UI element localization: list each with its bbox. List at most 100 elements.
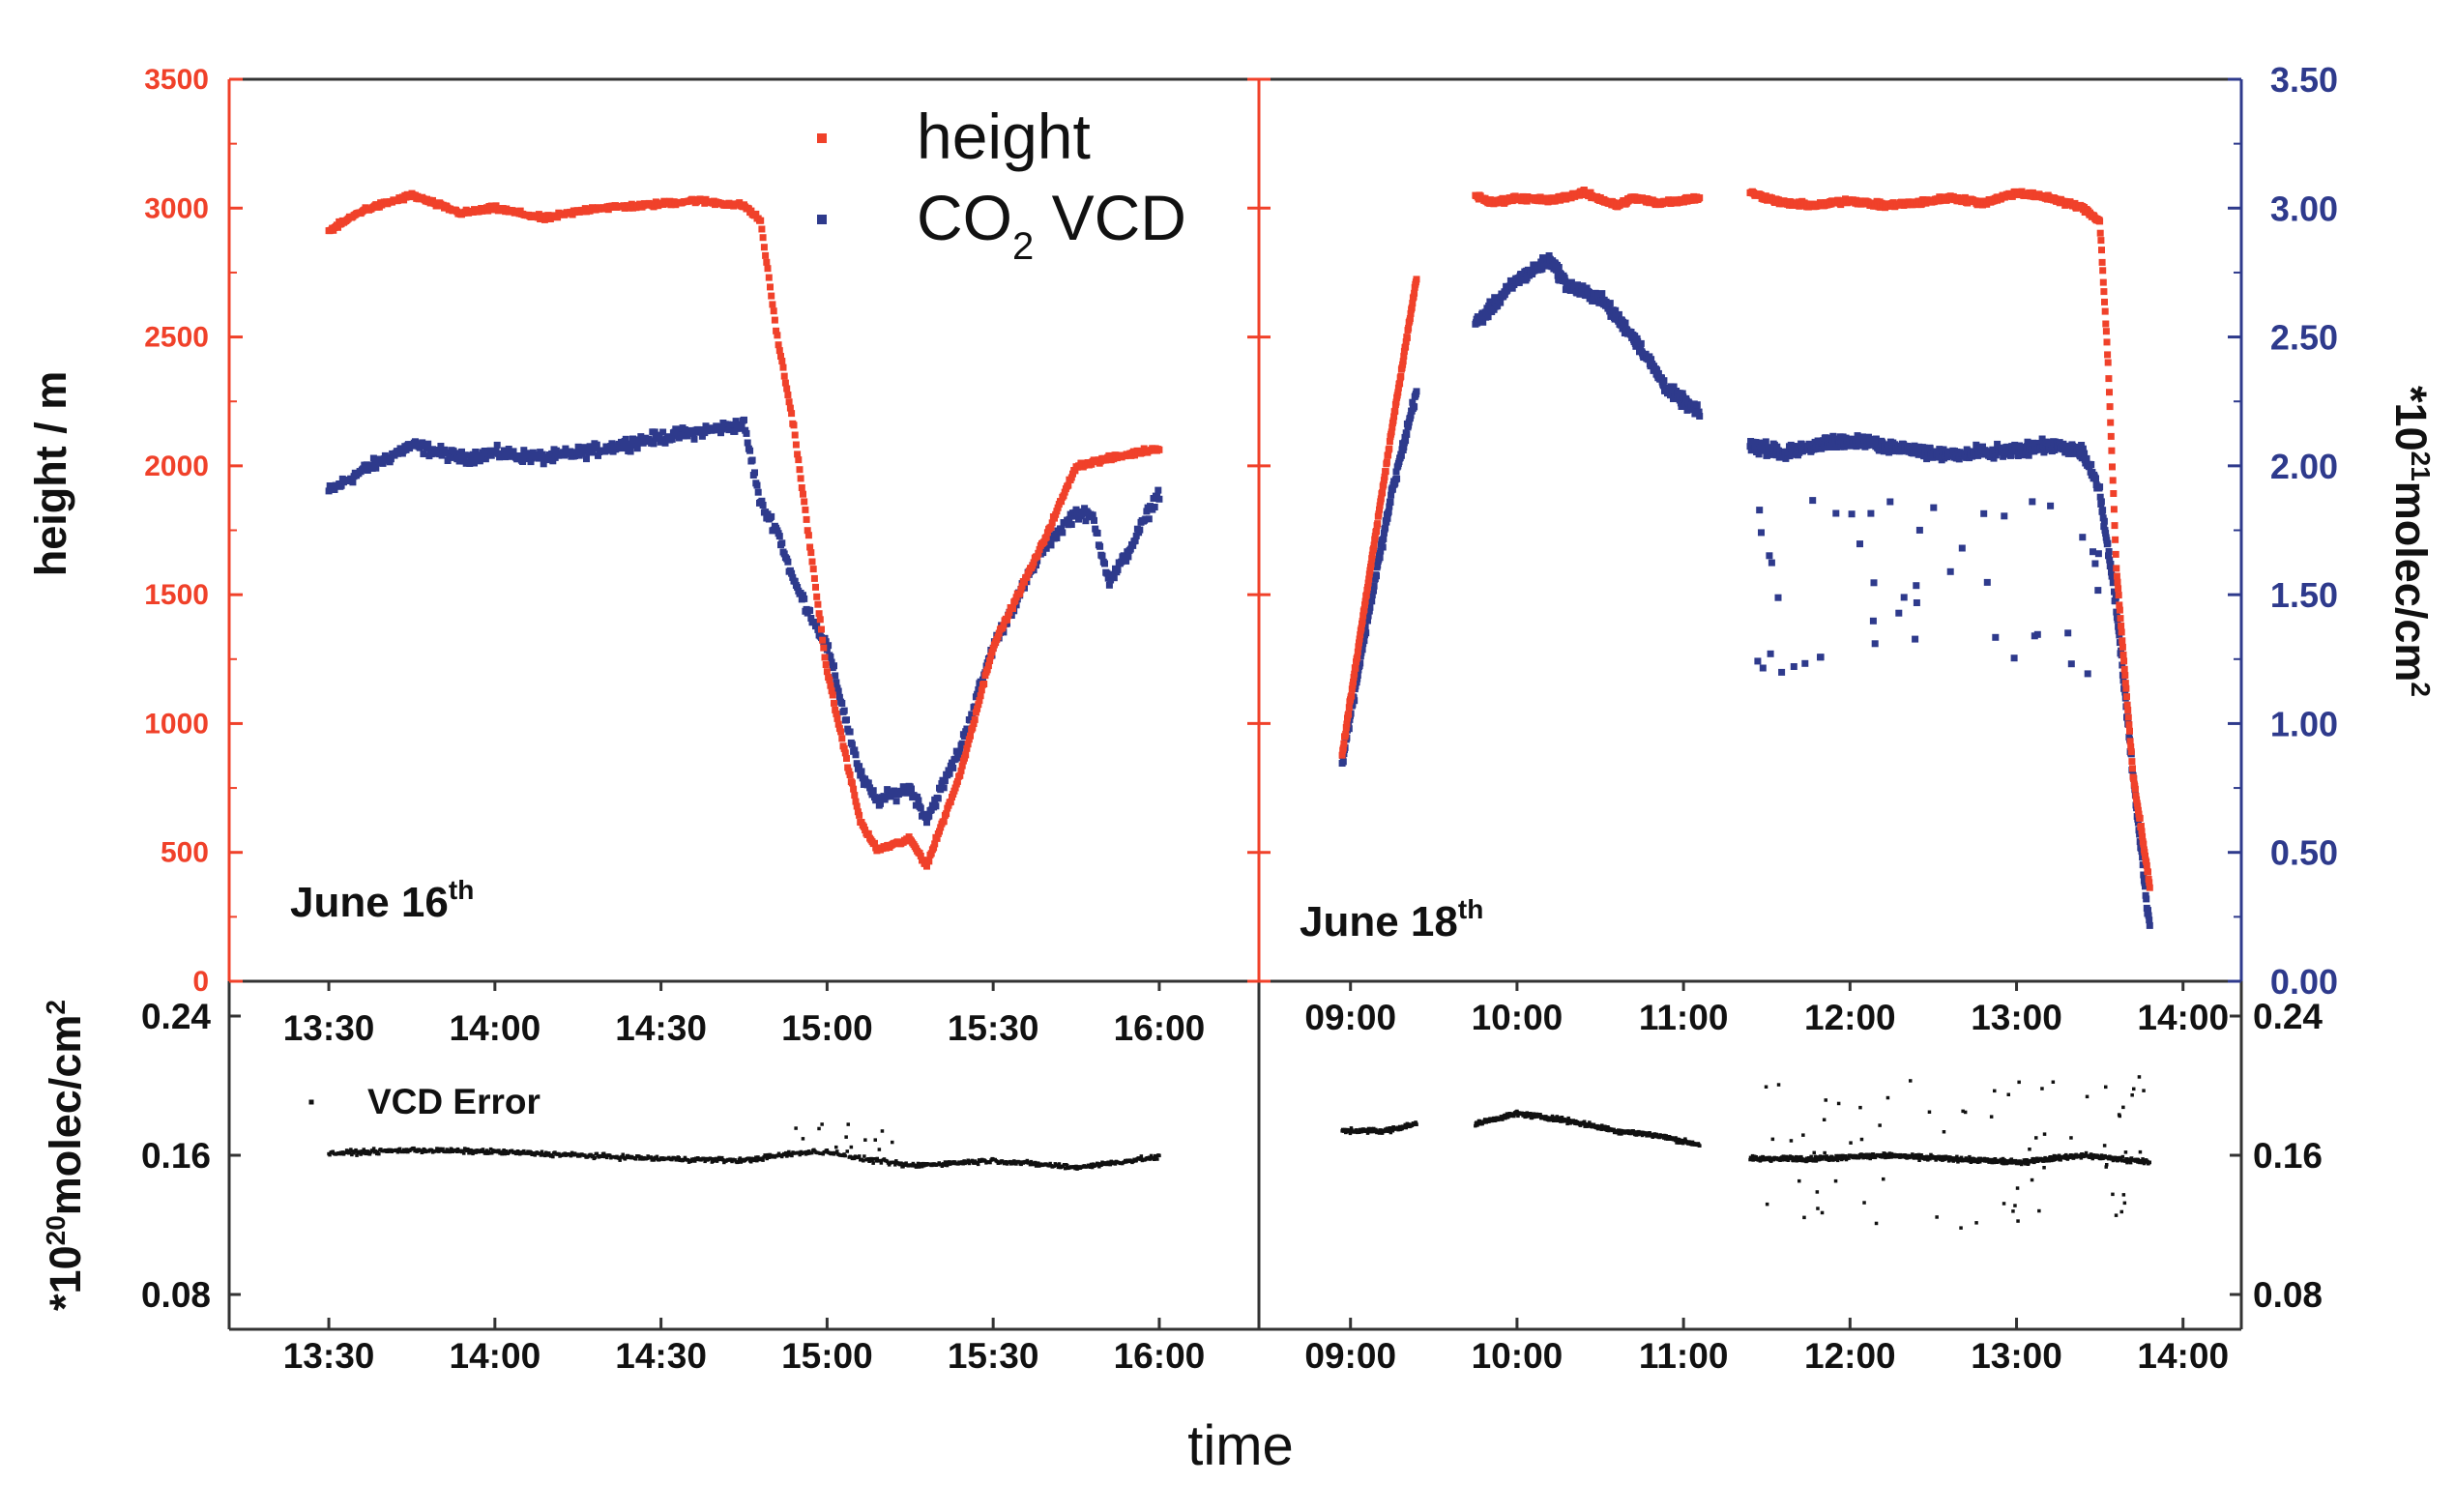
vcd-error-point <box>1048 1161 1052 1166</box>
co2-vcd-point <box>1758 529 1765 537</box>
height-point <box>951 784 959 792</box>
co2-vcd-point <box>1486 298 1494 305</box>
vcd-error-point <box>621 1152 625 1156</box>
vcd-error-point <box>1554 1117 1558 1120</box>
height-point <box>2115 585 2122 593</box>
vcd-error-point <box>389 1148 393 1152</box>
vcd-error-point <box>533 1153 537 1157</box>
vcd-error-point <box>497 1149 501 1152</box>
vcd-error-point <box>365 1149 370 1153</box>
vcd-error-point <box>429 1149 434 1152</box>
vcd-error-point <box>539 1153 543 1157</box>
vcd-error-point <box>755 1158 759 1163</box>
vcd-error-point <box>711 1159 716 1163</box>
co2-vcd-point <box>2111 588 2118 596</box>
height-point <box>1054 504 1062 511</box>
co2-vcd-point <box>578 450 586 457</box>
height-point <box>788 410 796 418</box>
height-point <box>1400 347 1408 355</box>
height-point <box>1030 559 1038 567</box>
co2-vcd-point <box>690 435 698 443</box>
co2-vcd-point <box>866 784 874 792</box>
vcd-error-point <box>401 1148 406 1152</box>
co2-vcd-point <box>583 455 590 463</box>
height-point <box>1048 519 1056 527</box>
height-point <box>814 600 822 608</box>
height-point <box>1388 423 1396 431</box>
vcd-error-point <box>798 1152 802 1157</box>
co2-vcd-point <box>1994 440 2002 448</box>
vcd-error-point <box>540 1149 544 1153</box>
height-point <box>995 629 1003 637</box>
co2-vcd-point <box>814 625 822 633</box>
vcd-error-point <box>1113 1162 1118 1166</box>
vcd-error-point <box>1372 1126 1376 1131</box>
height-point <box>1047 523 1055 531</box>
height-point <box>1036 545 1043 553</box>
vcd-error-point <box>683 1155 687 1160</box>
co2-vcd-point <box>1598 290 1606 298</box>
vcd-error-point <box>1063 1166 1067 1171</box>
co2-vcd-point <box>1364 617 1371 625</box>
vcd-error-point <box>1017 1160 1021 1164</box>
height-point <box>780 372 788 380</box>
vcd-error-point <box>753 1158 757 1163</box>
co2-vcd-point <box>2029 498 2036 506</box>
vcd-error-point <box>733 1158 737 1162</box>
height-point <box>2121 680 2129 687</box>
co2-vcd-point <box>1107 576 1115 584</box>
vcd-error-point <box>736 1160 740 1164</box>
co2-vcd-point <box>1370 587 1377 595</box>
vcd-error-point <box>1008 1159 1012 1164</box>
vcd-error-point <box>462 1151 466 1155</box>
height-point <box>765 274 773 281</box>
vcd-error-point <box>956 1162 960 1166</box>
co2-vcd-point <box>1605 303 1613 310</box>
co2-vcd-point <box>1118 558 1125 566</box>
co2-vcd-point <box>580 444 588 451</box>
height-point <box>1386 445 1393 452</box>
co2-vcd-point <box>1351 697 1359 705</box>
height-point <box>963 744 971 752</box>
co2-vcd-point <box>1053 535 1061 541</box>
height-point <box>2146 879 2153 887</box>
vcd-error-point <box>703 1159 707 1164</box>
co2-vcd-point <box>659 428 667 436</box>
vcd-error-point <box>362 1148 365 1151</box>
height-point <box>2146 884 2153 891</box>
co2-vcd-point <box>1383 518 1390 526</box>
height-point <box>1407 309 1415 317</box>
vcd-error-point <box>976 1162 980 1167</box>
vcd-error-point <box>793 1151 797 1155</box>
vcd-error-point <box>983 1159 987 1163</box>
vcd-error-point <box>512 1149 517 1154</box>
co2-vcd-point <box>1403 430 1411 438</box>
height-point <box>840 745 848 752</box>
co2-vcd-point <box>2094 550 2102 558</box>
co2-vcd-point <box>1606 300 1614 307</box>
top-panel-june18-marks <box>1338 187 2153 929</box>
co2-vcd-point <box>631 440 639 448</box>
co2-vcd-point <box>1377 547 1385 555</box>
co2-vcd-point <box>840 707 848 714</box>
vcd-error-point <box>820 1122 824 1126</box>
co2-vcd-point <box>1809 497 1817 505</box>
height-point <box>2139 832 2147 840</box>
height-point <box>2098 258 2106 266</box>
co2-vcd-point <box>482 455 489 463</box>
co2-vcd-point <box>1765 444 1772 451</box>
vcd-error-point <box>1088 1165 1093 1169</box>
co2-vcd-point <box>637 433 645 441</box>
co2-vcd-point <box>851 746 859 754</box>
vcd-error-point <box>843 1153 847 1158</box>
co2-vcd-point <box>2001 512 2008 520</box>
co2-vcd-point <box>852 751 860 759</box>
co2-vcd-point <box>1622 319 1629 327</box>
height-point <box>758 225 766 233</box>
co2-vcd-point <box>1696 413 1704 420</box>
co2-vcd-point <box>1361 623 1369 630</box>
height-point <box>833 710 840 717</box>
vcd-error-point <box>702 1156 706 1161</box>
co2-vcd-point <box>1766 552 1773 560</box>
height-point <box>779 363 787 371</box>
